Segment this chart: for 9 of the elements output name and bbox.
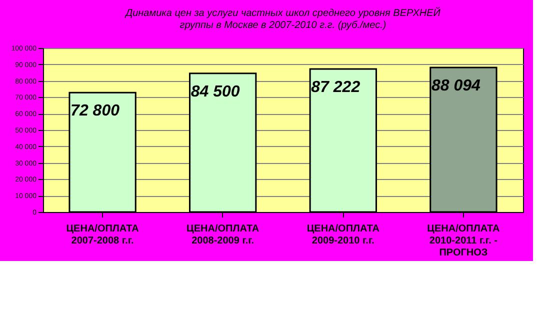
data-label: 84 500 bbox=[190, 83, 240, 100]
x-tick-label: ЦЕНА/ОПЛАТА 2010-2011 г.г. - ПРОГНОЗ bbox=[427, 224, 500, 258]
x-tick-label: ЦЕНА/ОПЛАТА 2007-2008 г.г. bbox=[66, 224, 139, 246]
data-label: 88 094 bbox=[431, 78, 480, 95]
data-label: 72 800 bbox=[70, 102, 120, 120]
x-tick-label: ЦЕНА/ОПЛАТА 2008-2009 г.г. bbox=[186, 224, 260, 246]
chart-title: Динамика цен за услуги частных школ среднего уровня ВЕРХНЕЙ группы в Москве в 2007-2010 г.г. (руб./мес.) bbox=[124, 7, 442, 31]
data-label: 87 222 bbox=[311, 78, 360, 96]
x-tick-label: ЦЕНА/ОПЛАТА 2009-2010 г.г. bbox=[306, 224, 380, 246]
